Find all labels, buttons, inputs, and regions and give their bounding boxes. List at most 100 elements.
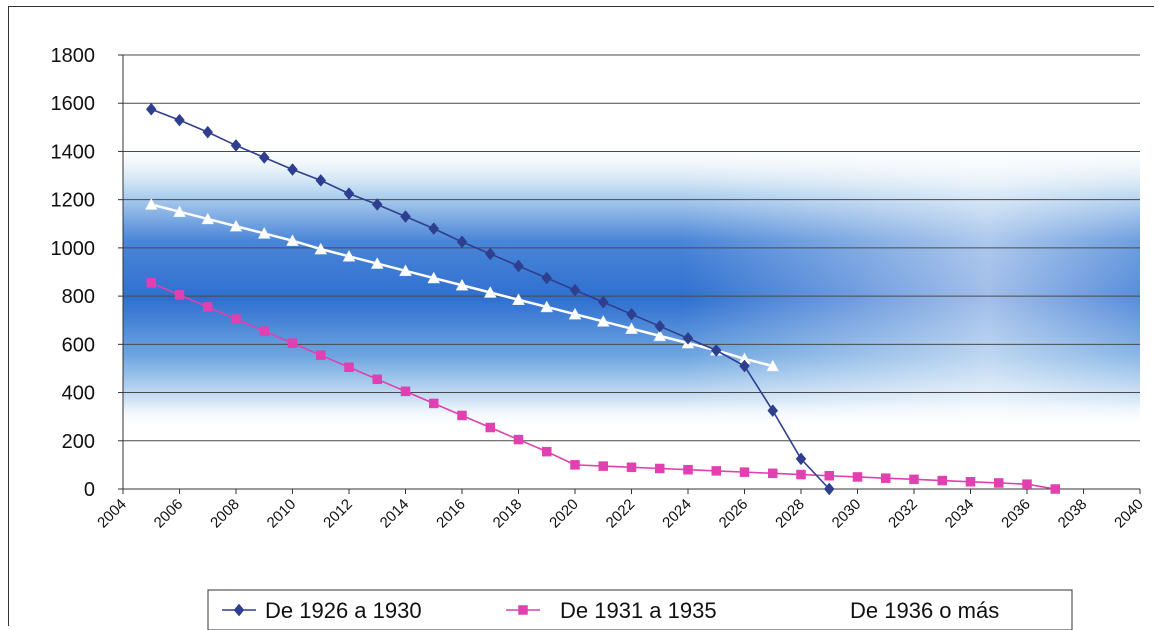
data-point <box>569 283 581 297</box>
data-point <box>626 307 637 321</box>
series-3 <box>144 197 780 372</box>
data-point <box>203 302 213 312</box>
data-point <box>174 290 185 300</box>
data-point <box>429 398 439 409</box>
data-point <box>173 205 186 217</box>
y-tick-label: 200 <box>62 431 95 453</box>
data-point <box>710 343 722 357</box>
legend-label: De 1931 a 1935 <box>560 598 717 623</box>
legend-label: De 1936 o más <box>850 598 999 623</box>
data-point <box>483 285 497 298</box>
data-point <box>455 278 469 291</box>
x-tick-label: 2022 <box>603 496 639 532</box>
x-tick-label: 2012 <box>320 496 356 532</box>
data-point <box>766 359 780 372</box>
data-point <box>739 467 750 477</box>
data-point <box>909 474 919 485</box>
data-point <box>370 257 384 269</box>
data-point <box>881 473 891 483</box>
y-tick-label: 0 <box>84 479 95 501</box>
data-point <box>230 139 242 152</box>
data-point <box>654 319 666 333</box>
y-tick-label: 800 <box>62 286 95 308</box>
data-point <box>542 446 552 457</box>
data-point <box>344 362 354 372</box>
legend-swatch-marker <box>518 605 528 615</box>
data-point <box>257 226 271 239</box>
data-point <box>258 151 270 164</box>
data-point <box>400 210 411 223</box>
data-point <box>427 271 441 284</box>
data-point <box>570 460 580 470</box>
x-tick-label: 2006 <box>151 496 187 532</box>
data-point <box>767 404 779 418</box>
data-point <box>653 329 667 342</box>
data-point <box>596 314 610 327</box>
data-point <box>316 350 326 360</box>
data-point <box>343 187 355 201</box>
data-point <box>1022 479 1032 489</box>
x-tick-label: 2038 <box>1055 496 1091 532</box>
data-point <box>484 247 496 261</box>
data-point <box>229 219 243 232</box>
x-tick-label: 2028 <box>772 496 808 532</box>
y-tick-label: 1800 <box>51 45 96 67</box>
legend-item: De 1926 a 1930 <box>222 598 422 623</box>
data-point <box>568 307 582 320</box>
legend-item: De 1931 a 1935 <box>506 598 717 623</box>
data-point <box>512 293 525 305</box>
data-point <box>598 461 608 471</box>
data-point <box>937 475 947 486</box>
data-point <box>683 464 693 475</box>
data-point <box>711 466 721 476</box>
data-point <box>145 102 157 116</box>
data-point <box>852 472 863 482</box>
y-tick-label: 1000 <box>51 238 96 260</box>
data-point <box>965 477 976 487</box>
data-point <box>399 264 412 277</box>
data-point <box>201 212 215 225</box>
data-point <box>315 173 327 187</box>
x-tick-label: 2024 <box>659 496 695 532</box>
data-point <box>485 422 495 433</box>
data-point <box>625 322 638 334</box>
x-tick-label: 2032 <box>885 496 921 532</box>
data-point <box>682 331 694 345</box>
data-point <box>739 359 750 373</box>
x-tick-label: 2036 <box>998 496 1034 532</box>
legend: De 1926 a 1930 De 1931 a 1935 De 1936 o má… <box>207 589 1073 630</box>
x-tick-label: 2010 <box>264 496 300 532</box>
data-point <box>513 259 524 273</box>
data-point <box>174 113 185 127</box>
data-point <box>655 463 665 474</box>
x-axis: 2004 2006 2008 2010 2012 2014 2016 2018 2020 2022… <box>94 489 1147 531</box>
legend-label: De 1926 a 1930 <box>265 598 422 623</box>
data-point <box>259 326 269 336</box>
data-point <box>231 314 241 324</box>
legend-box <box>207 589 1073 630</box>
x-tick-label: 2014 <box>377 496 413 532</box>
data-point <box>202 125 214 139</box>
data-point <box>1050 484 1060 494</box>
data-point <box>287 338 298 348</box>
series-layer <box>144 102 1060 496</box>
legend-item: De 1936 o más <box>850 598 999 623</box>
y-tick-label: 1600 <box>51 93 96 115</box>
plot-background <box>123 55 1140 489</box>
x-tick-label: 2040 <box>1111 496 1147 532</box>
y-tick-label: 600 <box>62 334 95 356</box>
data-point <box>457 410 467 421</box>
data-point <box>824 470 834 481</box>
data-point <box>513 434 524 445</box>
x-tick-label: 2034 <box>942 496 978 532</box>
x-tick-label: 2020 <box>546 496 582 532</box>
data-point <box>597 295 609 309</box>
data-point <box>400 386 411 397</box>
x-tick-label: 2030 <box>829 496 865 532</box>
data-point <box>371 198 383 211</box>
data-point <box>146 278 156 288</box>
y-tick-label: 400 <box>62 383 95 405</box>
data-point <box>286 234 299 246</box>
data-point <box>456 235 468 249</box>
